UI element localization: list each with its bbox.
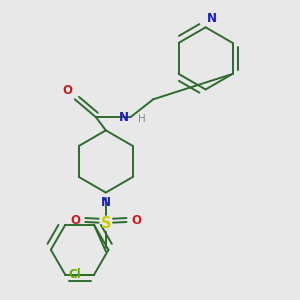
Text: O: O [70,214,80,227]
Text: Cl: Cl [69,268,82,281]
Text: H: H [138,114,145,124]
Text: N: N [207,12,217,25]
Text: N: N [119,111,129,124]
Text: S: S [100,216,111,231]
Text: N: N [101,196,111,209]
Text: O: O [62,84,72,97]
Text: O: O [132,214,142,227]
